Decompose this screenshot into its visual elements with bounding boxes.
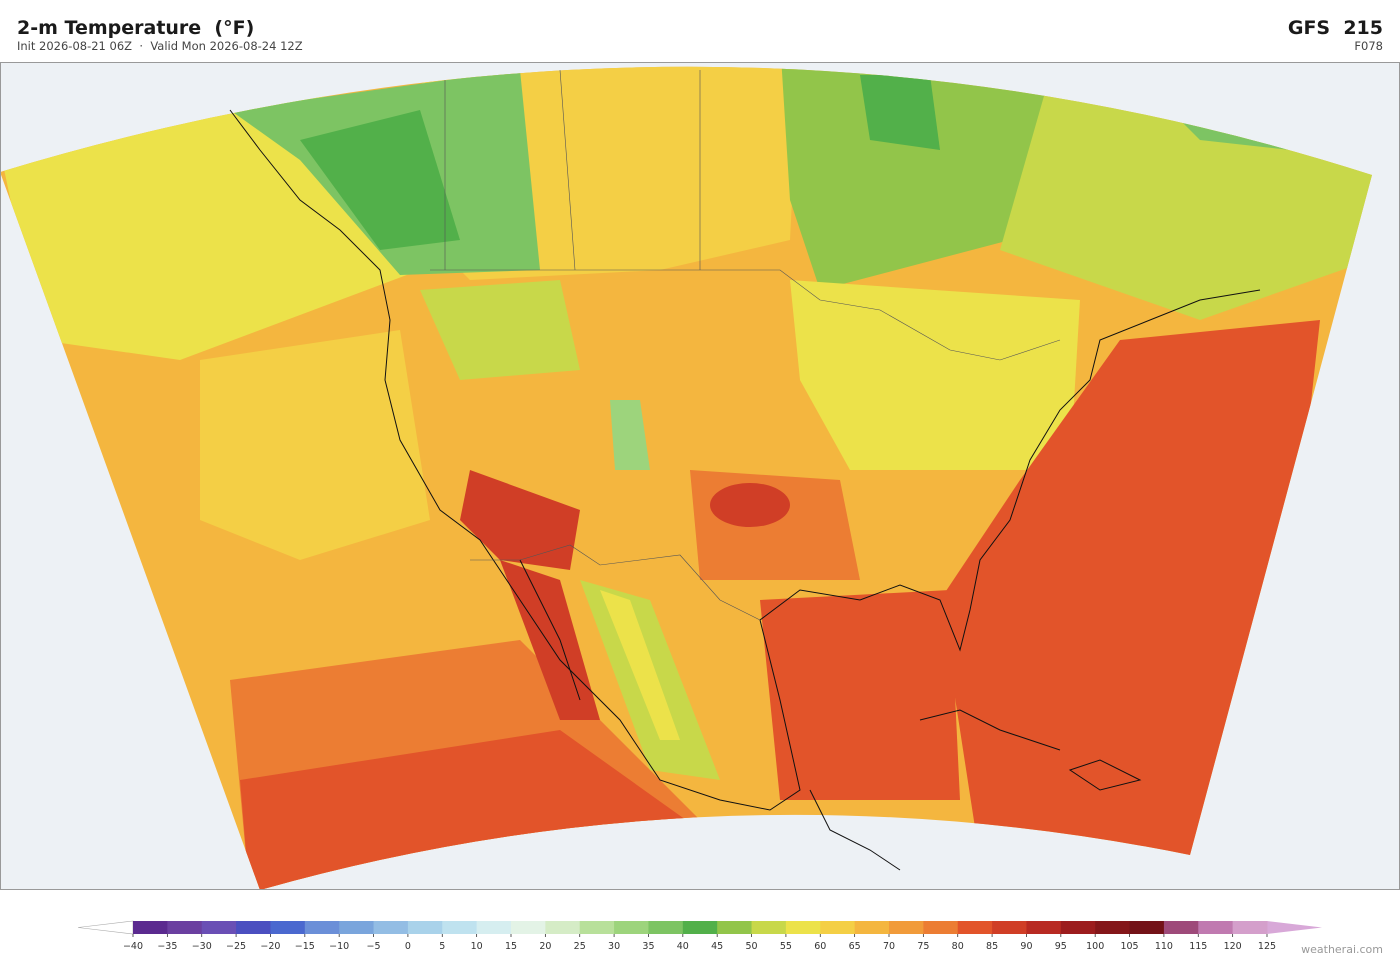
colorbar-segment: [1198, 921, 1234, 934]
tick-label: 105: [1120, 941, 1138, 952]
over-arrow: [1267, 921, 1322, 934]
colorbar-segment: [476, 921, 512, 934]
tick-label: 110: [1155, 941, 1173, 952]
colorbar-segment: [717, 921, 753, 934]
colorbar-segment: [1095, 921, 1131, 934]
colorbar-segment: [820, 921, 856, 934]
colorbar-segment: [304, 921, 340, 934]
colorbar-segment: [1232, 921, 1268, 934]
tick-label: 55: [780, 941, 792, 952]
tick-label: −30: [192, 941, 212, 952]
tick-label: 10: [471, 941, 483, 952]
title: 2-m Temperature (°F): [17, 17, 254, 39]
tick-label: −35: [157, 941, 177, 952]
tick-label: 20: [539, 941, 551, 952]
tick-label: 5: [439, 941, 445, 952]
colorbar-segment: [236, 921, 271, 934]
colorbar-segment: [751, 921, 787, 934]
colorbar: −40 −35 −30 −25 −20 −15 −10 −5 0 5 10 15 20 25 30 35 40 4…: [77, 920, 1322, 952]
watermark: weatherai.com: [1301, 943, 1383, 956]
tick-label: 125: [1258, 941, 1276, 952]
colorbar-segment: [614, 921, 649, 934]
colorbar-segment: [545, 921, 581, 934]
tick-label: 45: [711, 941, 723, 952]
tick-label: −10: [329, 941, 349, 952]
tick-label: 75: [917, 941, 929, 952]
colorbar-segment: [201, 921, 237, 934]
tick-label: 100: [1086, 941, 1104, 952]
borders: [430, 69, 1061, 621]
colorbar-segment: [992, 921, 1027, 934]
tick-label: −5: [367, 941, 381, 952]
tick-label: 95: [1055, 941, 1067, 952]
map: [0, 62, 1400, 890]
colorbar-segment: [133, 921, 168, 934]
colorbar-segment: [1129, 921, 1165, 934]
colorbar-segment: [270, 921, 306, 934]
tick-label: −25: [226, 941, 246, 952]
tick-label: 80: [952, 941, 964, 952]
tick-label: −15: [295, 941, 315, 952]
colorbar-segment: [648, 921, 684, 934]
under-arrow: [77, 920, 134, 935]
tick-label: 25: [574, 941, 586, 952]
tick-label: 115: [1189, 941, 1207, 952]
colorbar-segment: [785, 921, 821, 934]
coastlines: [229, 109, 1261, 871]
colorbar-segment: [1060, 921, 1096, 934]
colorbar-segment: [167, 921, 203, 934]
tick-label: 65: [849, 941, 861, 952]
colorbar-segment: [957, 921, 993, 934]
colorbar-segment: [339, 921, 375, 934]
colorbar-segment: [682, 921, 718, 934]
colorbar-segment: [442, 921, 478, 934]
tick-label: 30: [608, 941, 620, 952]
colorbar-segment: [854, 921, 890, 934]
colorbar-segment: [889, 921, 924, 934]
tick-label: −20: [260, 941, 280, 952]
colorbar-segment: [1026, 921, 1062, 934]
tick-label: 0: [405, 941, 411, 952]
colorbar-segment: [407, 921, 443, 934]
tick-label: 40: [677, 941, 689, 952]
colorbar-segment: [923, 921, 959, 934]
model: GFS 215: [1288, 17, 1383, 39]
tick-label: 120: [1224, 941, 1242, 952]
subtitle: Init 2026-08-21 06Z · Valid Mon 2026-08-…: [17, 39, 303, 53]
tick-label: 35: [642, 941, 654, 952]
colorbar-segment: [579, 921, 615, 934]
colorbar-segment: [373, 921, 409, 934]
tick-label: −40: [123, 941, 143, 952]
forecast-hour: F078: [1354, 39, 1383, 53]
tick-label: 90: [1020, 941, 1032, 952]
colorbar-segment: [511, 921, 546, 934]
tick-label: 15: [505, 941, 517, 952]
tick-label: 85: [986, 941, 998, 952]
colorbar-segment: [1163, 921, 1199, 934]
tick-label: 60: [814, 941, 826, 952]
tick-label: 70: [883, 941, 895, 952]
tick-label: 50: [745, 941, 757, 952]
